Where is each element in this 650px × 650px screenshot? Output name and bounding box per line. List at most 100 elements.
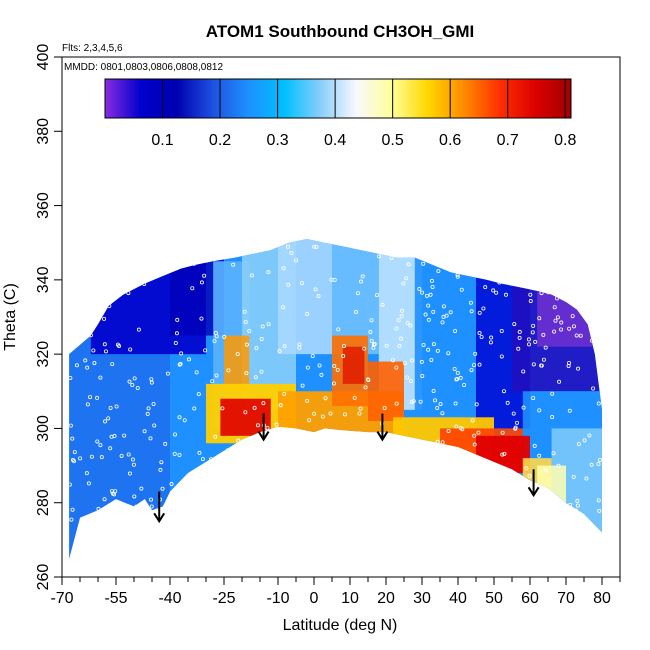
sample-point	[146, 406, 151, 411]
sample-point	[552, 305, 557, 310]
sample-point	[555, 315, 560, 320]
sample-point	[394, 401, 399, 406]
sample-point	[103, 349, 108, 354]
sample-point	[494, 471, 499, 476]
sample-point	[69, 482, 72, 487]
sample-point	[511, 411, 516, 416]
sample-point	[328, 411, 333, 416]
sample-point	[463, 257, 468, 262]
sample-point	[443, 246, 448, 251]
sample-point	[438, 401, 443, 406]
sample-point	[221, 460, 226, 465]
x-tick-label: 40	[449, 590, 467, 607]
sample-point	[546, 290, 551, 295]
sample-point	[531, 362, 536, 367]
sample-point	[394, 326, 399, 331]
sample-point	[353, 310, 358, 315]
sample-point	[336, 327, 341, 332]
sample-point	[338, 485, 343, 490]
sample-point	[491, 516, 496, 521]
sample-point	[295, 437, 300, 442]
sample-point	[501, 389, 506, 394]
sample-point	[488, 340, 493, 345]
y-tick-label: 260	[35, 564, 52, 591]
sample-point	[570, 314, 575, 319]
sample-point	[362, 346, 367, 351]
sample-point	[166, 249, 171, 254]
sample-point	[505, 400, 510, 405]
y-tick-label: 400	[35, 44, 52, 71]
sample-point	[435, 405, 440, 410]
sample-point	[458, 375, 463, 380]
sample-point	[401, 514, 406, 519]
sample-point	[541, 357, 546, 362]
sample-point	[145, 411, 150, 416]
sample-point	[179, 351, 184, 356]
sample-point	[320, 414, 325, 419]
sample-point	[127, 471, 132, 476]
sample-point	[167, 249, 172, 254]
x-tick-label: 0	[310, 590, 319, 607]
sample-point	[266, 510, 271, 515]
sample-point	[466, 494, 471, 499]
sample-point	[477, 362, 482, 367]
sample-point	[135, 385, 140, 390]
sample-point	[130, 382, 135, 387]
sample-point	[453, 328, 458, 333]
sample-point	[528, 292, 533, 297]
field-patch	[368, 361, 404, 421]
sample-point	[537, 279, 542, 284]
sample-point	[98, 443, 103, 448]
sample-point	[200, 457, 205, 462]
sample-point	[473, 351, 478, 356]
sample-point	[587, 433, 592, 438]
sample-point	[192, 406, 197, 411]
sample-point	[248, 461, 253, 466]
sample-point	[530, 330, 535, 335]
x-tick-label: 70	[557, 590, 575, 607]
sample-point	[230, 511, 235, 516]
sample-point	[285, 244, 290, 249]
sample-point	[419, 359, 424, 364]
y-tick-label: 380	[35, 118, 52, 145]
sample-point	[431, 309, 436, 314]
colorbar-tick-label: 0.4	[324, 132, 346, 149]
sample-point	[422, 457, 427, 462]
sample-point	[301, 512, 306, 517]
sample-point	[313, 287, 318, 292]
sample-point	[134, 263, 139, 268]
sample-point	[467, 512, 472, 517]
sample-point	[399, 336, 404, 341]
sample-point	[444, 449, 449, 454]
sample-point	[531, 323, 536, 328]
sample-point	[477, 251, 482, 256]
sample-point	[255, 423, 260, 428]
sample-point	[405, 375, 410, 380]
sample-point	[274, 515, 279, 520]
sample-point	[527, 342, 532, 347]
sample-point	[85, 365, 90, 370]
sample-point	[72, 450, 77, 455]
sample-point	[134, 504, 139, 509]
sample-point	[522, 515, 527, 520]
x-tick-label: -70	[50, 590, 73, 607]
sample-point	[317, 363, 322, 368]
sample-point	[69, 517, 74, 522]
sample-point	[279, 484, 284, 489]
sample-point	[597, 508, 602, 513]
sample-point	[142, 429, 147, 434]
y-tick-label: 360	[35, 192, 52, 219]
sample-point	[86, 286, 91, 291]
sample-point	[413, 445, 418, 450]
sample-point	[554, 263, 559, 268]
sample-point	[174, 510, 179, 515]
sample-point	[315, 518, 320, 523]
sample-point	[357, 411, 362, 416]
sample-point	[395, 454, 400, 459]
sample-point	[421, 261, 426, 266]
sample-point	[527, 473, 532, 478]
sample-point	[220, 406, 225, 411]
sample-point	[500, 430, 505, 435]
sample-point	[551, 451, 556, 456]
sample-point	[470, 418, 475, 423]
